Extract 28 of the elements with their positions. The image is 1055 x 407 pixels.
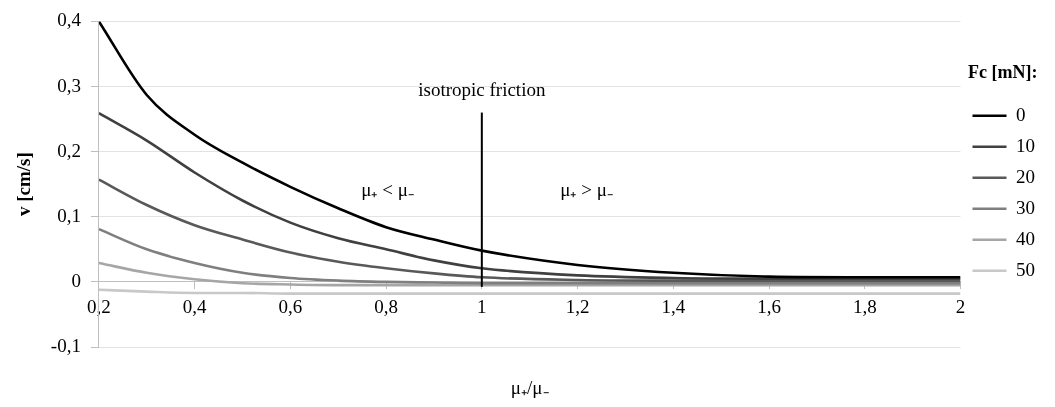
x-axis-title: μ₊/μ₋ <box>510 376 549 398</box>
x-tick-label: 1 <box>477 296 487 318</box>
x-tick-label: 1,2 <box>565 296 590 318</box>
legend-label: 50 <box>1016 258 1035 280</box>
y-tick-label: -0,1 <box>50 334 81 356</box>
ref-line-label: isotropic friction <box>418 78 546 100</box>
x-tick-label: 1,8 <box>852 296 877 318</box>
x-tick-label: 2 <box>955 296 966 318</box>
y-tick-label: 0,3 <box>57 74 81 96</box>
x-tick-label: 1,4 <box>661 296 686 318</box>
legend-label: 0 <box>1016 103 1026 125</box>
annotation: μ₊ < μ₋ <box>361 178 414 200</box>
x-tick-label: 0,8 <box>374 296 398 318</box>
legend-label: 40 <box>1016 227 1035 249</box>
y-tick-label: 0,1 <box>57 204 81 226</box>
y-tick-label: 0,4 <box>57 9 82 31</box>
legend-label: 30 <box>1016 196 1035 218</box>
legend-label: 10 <box>1016 134 1035 156</box>
x-tick-label: 0,2 <box>87 296 111 318</box>
annotation: μ₊ > μ₋ <box>560 178 613 200</box>
legend-title: Fc [mN]: <box>968 62 1038 83</box>
x-tick-label: 1,6 <box>757 296 781 318</box>
x-tick-label: 0,6 <box>278 296 303 318</box>
y-axis-title: v [cm/s] <box>13 152 35 217</box>
y-tick-label: 0,2 <box>57 139 81 161</box>
x-tick-label: 0,4 <box>182 296 207 318</box>
y-tick-label: 0 <box>71 269 81 291</box>
legend-label: 20 <box>1016 165 1035 187</box>
